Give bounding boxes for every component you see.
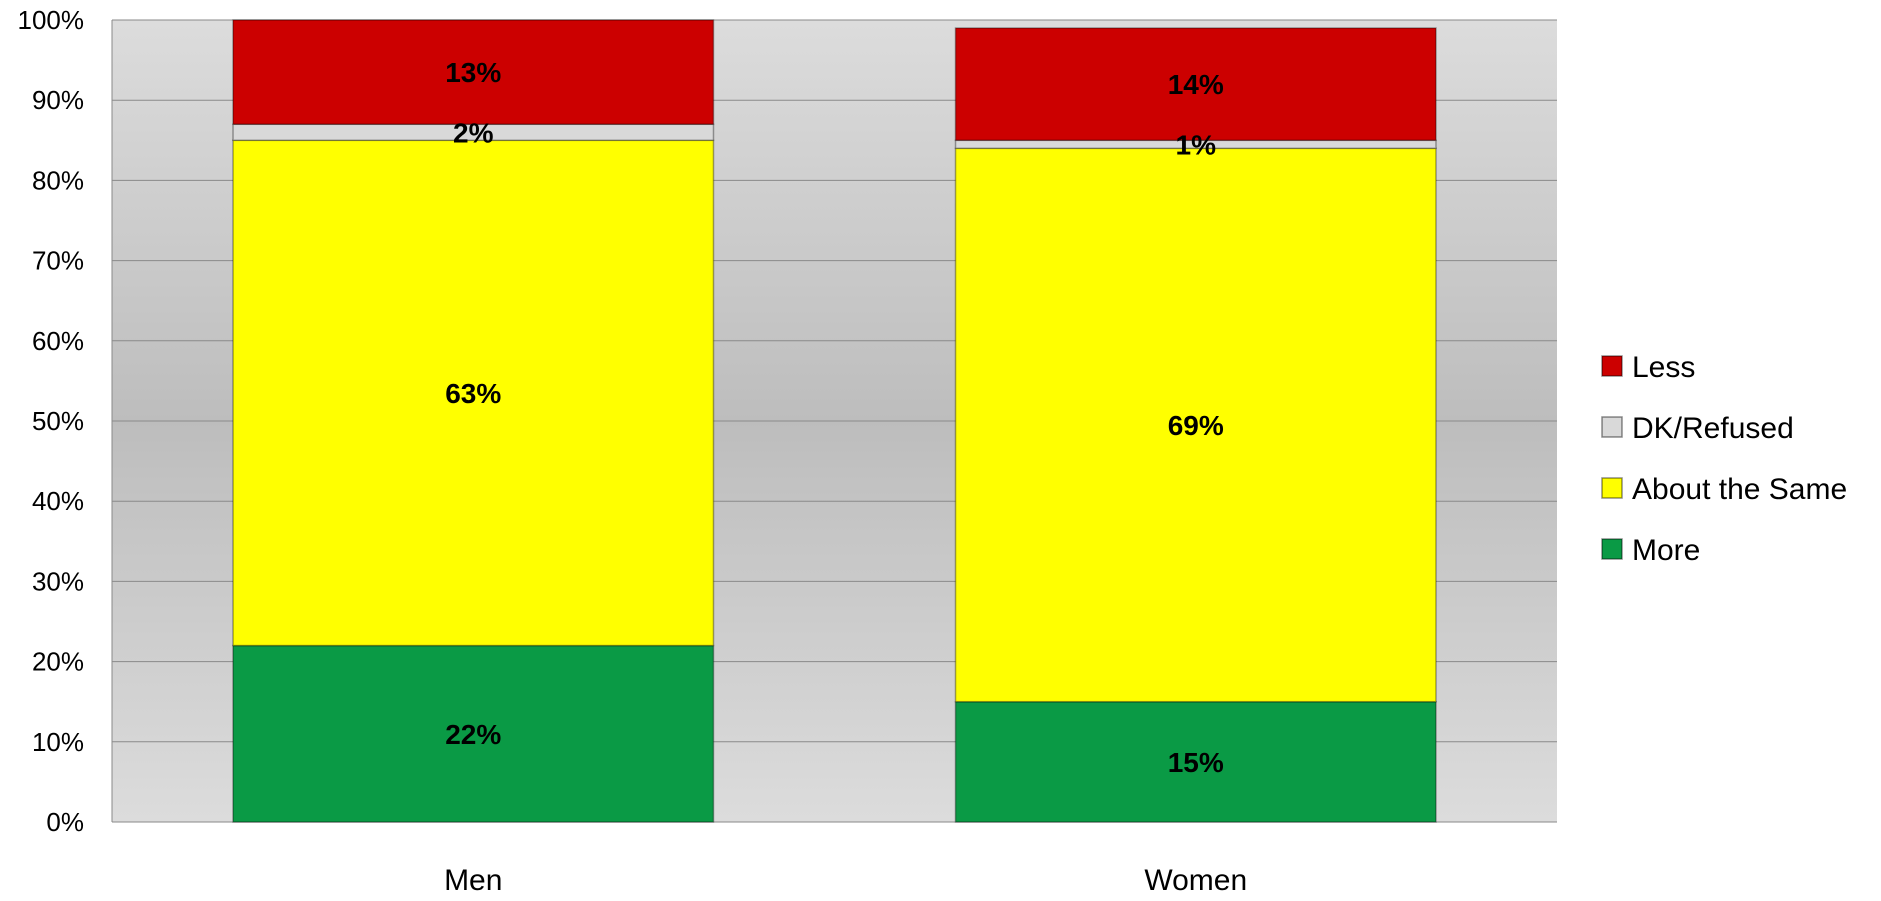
y-tick-label: 80% bbox=[32, 165, 84, 195]
data-label: 2% bbox=[453, 117, 494, 148]
y-tick-label: 0% bbox=[46, 807, 84, 837]
bar-segment bbox=[232, 644, 715, 823]
data-label: 14% bbox=[1168, 69, 1224, 100]
legend-label: Less bbox=[1632, 351, 1695, 384]
y-tick-label: 100% bbox=[18, 5, 85, 35]
y-tick-label: 20% bbox=[32, 647, 84, 677]
legend-swatch bbox=[1601, 538, 1623, 560]
bar-segment bbox=[954, 700, 1437, 823]
x-category-label: Women bbox=[1144, 864, 1247, 896]
y-tick-label: 90% bbox=[32, 85, 84, 115]
legend-label: More bbox=[1632, 534, 1700, 567]
data-label: 69% bbox=[1168, 410, 1224, 441]
legend-swatch bbox=[1601, 416, 1623, 438]
data-label: 15% bbox=[1168, 747, 1224, 778]
x-category-label: Men bbox=[444, 864, 502, 896]
data-label: 1% bbox=[1176, 129, 1217, 160]
data-label: 22% bbox=[445, 719, 501, 750]
y-tick-label: 60% bbox=[32, 326, 84, 356]
bar-segment bbox=[954, 27, 1437, 142]
legend-swatch bbox=[1601, 355, 1623, 377]
data-label: 63% bbox=[445, 378, 501, 409]
y-tick-label: 10% bbox=[32, 727, 84, 757]
legend-swatch bbox=[1601, 477, 1623, 499]
bar-segment bbox=[232, 19, 715, 126]
bar-segment bbox=[954, 147, 1437, 703]
legend-label: DK/Refused bbox=[1632, 412, 1794, 445]
data-label: 13% bbox=[445, 57, 501, 88]
y-tick-label: 70% bbox=[32, 246, 84, 276]
y-tick-label: 30% bbox=[32, 566, 84, 596]
legend-label: About the Same bbox=[1632, 473, 1847, 506]
y-tick-label: 40% bbox=[32, 486, 84, 516]
bar-segment bbox=[232, 139, 715, 647]
y-tick-label: 50% bbox=[32, 406, 84, 436]
